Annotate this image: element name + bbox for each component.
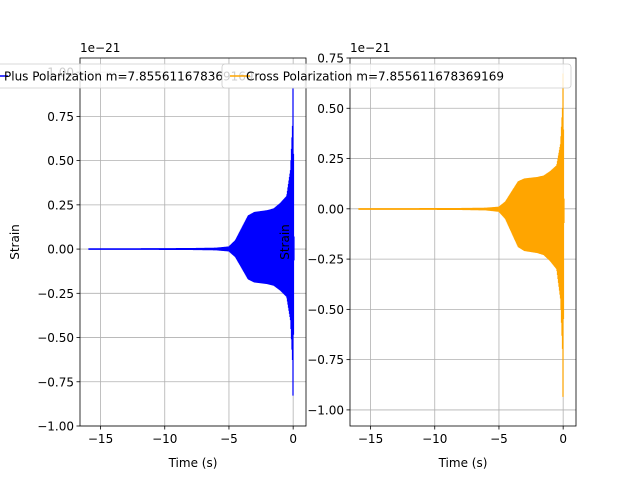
chart-panel-1: −15 −10 −5 0 −1.00 −0.75 −0.50 −0.25 0.00 0.25 0.5… xyxy=(8,41,307,470)
y-tick-label: 0.75 xyxy=(47,110,74,124)
axes-frame xyxy=(349,57,577,427)
legend-frame xyxy=(221,63,572,89)
y-tick-label: 0.00 xyxy=(317,202,344,216)
x-tick-label: −15 xyxy=(88,432,113,446)
series-line xyxy=(88,86,295,396)
y-tick-label: −0.50 xyxy=(307,303,344,317)
axes-frame xyxy=(79,57,307,427)
y-tick-label: −0.25 xyxy=(37,287,74,301)
y-tick-label: −0.50 xyxy=(37,331,74,345)
series-line xyxy=(358,73,565,397)
x-tick-label: −15 xyxy=(358,432,383,446)
y-tick-label: −0.75 xyxy=(307,353,344,367)
x-tick-label: 0 xyxy=(559,432,567,446)
offset-text: 1e−21 xyxy=(350,41,390,55)
y-tick-label: 0.50 xyxy=(317,102,344,116)
x-tick-label: −10 xyxy=(152,432,177,446)
x-tick-label: −5 xyxy=(220,432,238,446)
y-axis-label: Strain xyxy=(278,224,292,260)
x-tick-label: −10 xyxy=(422,432,447,446)
y-tick-label: 0.00 xyxy=(47,243,74,257)
x-tick-label: 0 xyxy=(289,432,297,446)
chart-panel-2: −15 −10 −5 0 −1.00 −0.75 −0.50 −0.25 0.00 0.25 0.5… xyxy=(278,41,577,470)
y-tick-label: 0.25 xyxy=(47,198,74,212)
legend-label: Plus Polarization m=7.855611678369169 xyxy=(4,70,254,84)
y-tick-label: −1.00 xyxy=(307,403,344,417)
x-tick-label: −5 xyxy=(490,432,508,446)
y-axis-label: Strain xyxy=(8,224,22,260)
y-tick-label: 0.50 xyxy=(47,154,74,168)
y-tick-label: −0.25 xyxy=(307,253,344,267)
y-tick-label: 0.75 xyxy=(317,52,344,66)
offset-text: 1e−21 xyxy=(80,41,120,55)
legend-label: Cross Polarization m=7.855611678369169 xyxy=(246,70,504,84)
y-tick-label: −0.75 xyxy=(37,375,74,389)
legend-2: Cross Polarization m=7.855611678369169 xyxy=(221,63,572,89)
x-axis-label: Time (s) xyxy=(438,456,488,470)
y-tick-label: 0.25 xyxy=(317,152,344,166)
x-axis-label: Time (s) xyxy=(168,456,218,470)
y-tick-label: −1.00 xyxy=(37,420,74,434)
